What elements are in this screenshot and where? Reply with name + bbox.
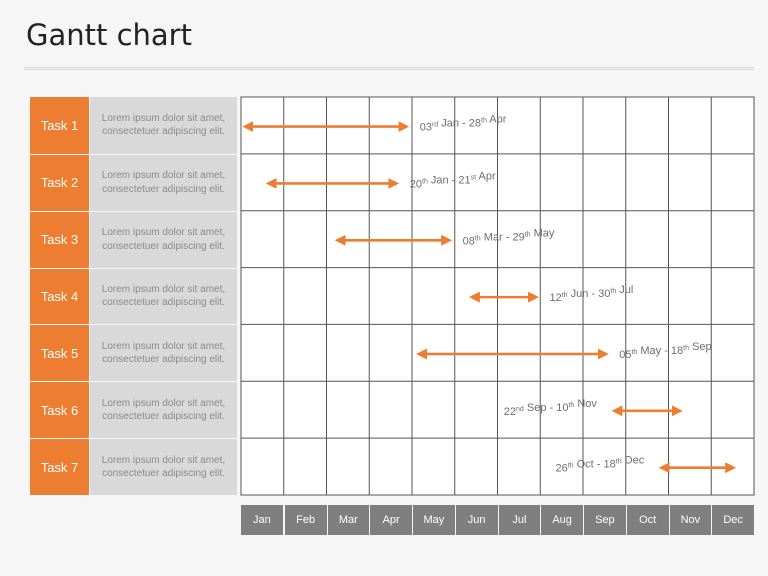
title-divider-bottom	[24, 69, 754, 70]
month-tick-dec: Dec	[712, 505, 754, 535]
task-description: Lorem ipsum dolor sit amet, consectetuer…	[90, 439, 237, 495]
gantt-bar-label: 03rd Jan - 28th Apr	[420, 114, 507, 134]
task-description: Lorem ipsum dolor sit amet, consectetuer…	[90, 325, 237, 382]
month-tick-aug: Aug	[541, 505, 583, 535]
month-tick-may: May	[413, 505, 455, 535]
month-tick-jun: Jun	[455, 505, 498, 535]
month-tick-mar: Mar	[327, 505, 370, 535]
task-description: Lorem ipsum dolor sit amet, consectetuer…	[90, 154, 237, 211]
gantt-bar-label: 20th Jan - 21st Apr	[410, 170, 496, 190]
month-tick-jan: Jan	[241, 505, 283, 535]
task-label: Task 6	[30, 382, 89, 439]
gantt-bar-label: 26th Oct - 18th Dec	[555, 455, 644, 475]
task-description: Lorem ipsum dolor sit amet, consectetuer…	[90, 382, 237, 439]
task-label: Task 4	[30, 268, 89, 325]
month-tick-feb: Feb	[284, 505, 327, 535]
month-tick-jul: Jul	[498, 505, 541, 535]
task-description: Lorem ipsum dolor sit amet, consectetuer…	[90, 211, 237, 268]
page-title: Gantt chart	[26, 18, 192, 52]
gantt-bar-label: 05th May - 18th Sep	[619, 341, 711, 361]
month-tick-oct: Oct	[626, 505, 669, 535]
month-tick-apr: Apr	[370, 505, 412, 535]
task-description: Lorem ipsum dolor sit amet, consectetuer…	[90, 97, 237, 154]
task-description: Lorem ipsum dolor sit amet, consectetuer…	[90, 268, 237, 325]
task-label: Task 7	[30, 439, 89, 495]
month-tick-nov: Nov	[669, 505, 712, 535]
task-label: Task 3	[30, 211, 89, 268]
chart-bars: 03rd Jan - 28th Apr 20th Jan - 21st Apr 08…	[242, 114, 737, 475]
month-tick-sep: Sep	[584, 505, 626, 535]
gantt-bar-label: 08th Mar - 29th May	[463, 227, 555, 247]
task-label: Task 5	[30, 325, 89, 382]
task-label: Task 2	[30, 154, 89, 211]
title-divider-top	[24, 67, 754, 68]
gantt-bar-label: 22nd Sep - 10th Nov	[504, 398, 598, 418]
task-label: Task 1	[30, 97, 89, 154]
gantt-bar-label: 12th Jun - 30th Jul	[549, 284, 633, 304]
